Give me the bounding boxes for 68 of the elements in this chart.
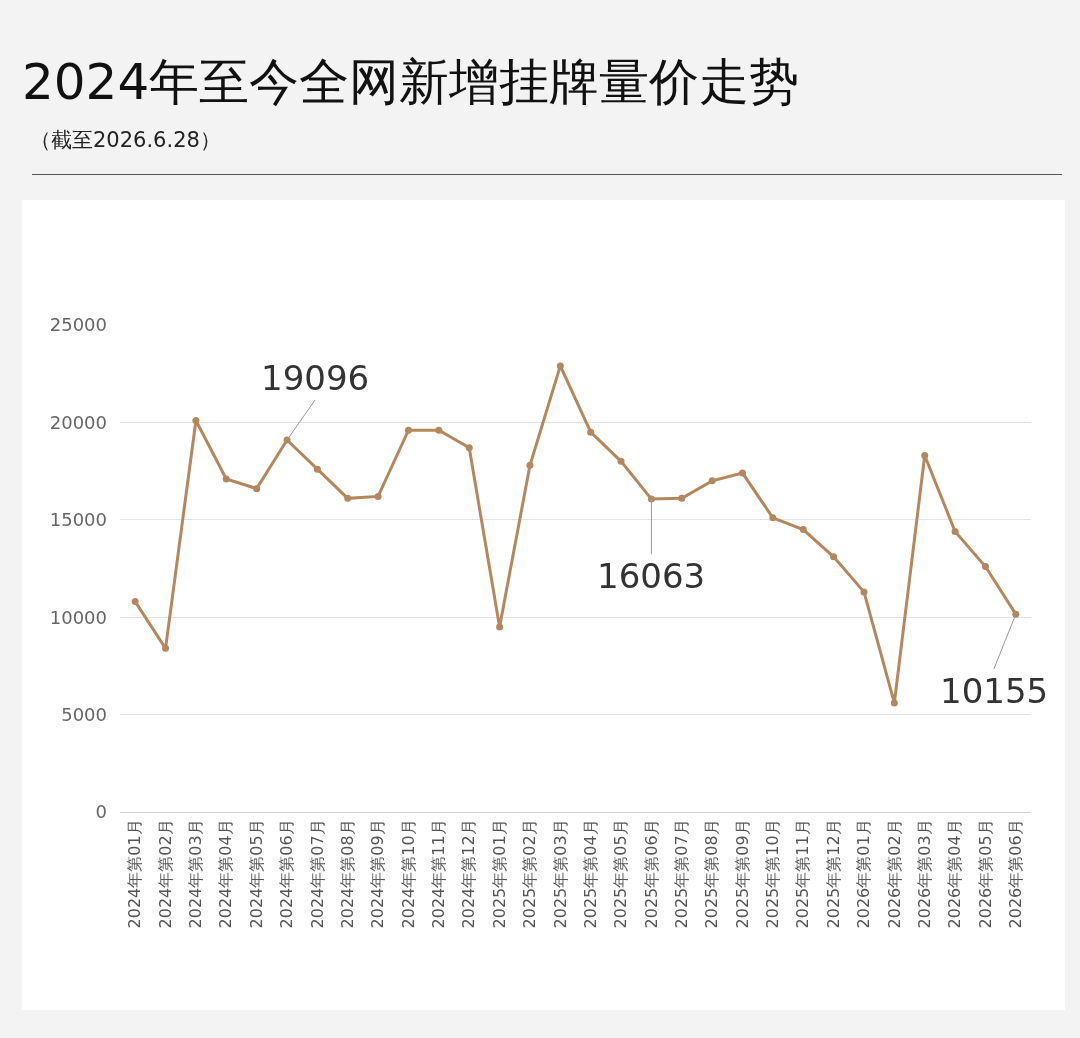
point [556,362,564,370]
point [981,563,989,571]
point [799,526,807,534]
chart-subtitle: （截至2026.6.28） [30,127,221,154]
point [313,465,321,473]
x-tick-label: 2025年第07月 [671,819,691,929]
x-tick-label: 2024年第04月 [216,819,236,929]
point [951,527,959,535]
x-tick-label: 2026年第04月 [945,819,965,929]
x-tick-label: 2024年第03月 [186,819,206,929]
point [344,494,352,502]
point [162,644,170,652]
point [435,426,443,434]
chart-title: 2024年至今全网新增挂牌量价走势 [22,52,800,112]
point [587,428,595,436]
y-tick-label: 10000 [49,606,107,628]
data-label: 10155 [940,671,1049,711]
x-tick-label: 2025年第10月 [763,819,783,929]
point [860,588,868,596]
y-tick-label: 25000 [49,314,107,336]
x-tick-label: 2024年第07月 [307,819,327,929]
x-tick-label: 2024年第01月 [125,819,145,929]
x-tick-label: 2024年第02月 [155,819,175,929]
x-tick-label: 2025年第12月 [823,819,843,929]
point [526,461,534,469]
x-tick-label: 2024年第08月 [337,819,357,929]
x-tick-label: 2024年第06月 [277,819,297,929]
point [769,514,777,522]
x-tick-label: 2024年第10月 [398,819,418,929]
x-tick-label: 2025年第11月 [793,819,813,929]
point [890,699,898,707]
point [404,426,412,434]
x-tick-label: 2025年第03月 [550,819,570,929]
point [830,553,838,561]
x-tick-label: 2025年第06月 [641,819,661,929]
x-tick-label: 2025年第08月 [702,819,722,929]
data-label: 16063 [597,556,706,596]
data-label: 19096 [261,358,370,398]
x-tick-label: 2026年第06月 [1006,819,1026,929]
point [192,416,200,424]
x-tick-label: 2025年第09月 [732,819,752,929]
y-tick-label: 15000 [49,509,107,531]
point [739,469,747,477]
point [222,475,230,483]
point [921,452,929,460]
point [496,623,504,631]
x-tick-label: 2025年第04月 [580,819,600,929]
point [708,477,716,485]
x-tick-label: 2025年第05月 [611,819,631,929]
y-tick-label: 20000 [49,411,107,433]
x-tick-label: 2024年第05月 [246,819,266,929]
point [617,457,625,465]
point [374,492,382,500]
x-tick-label: 2026年第02月 [884,819,904,929]
x-tick-label: 2024年第09月 [368,819,388,929]
point [253,485,261,493]
y-tick-label: 5000 [61,703,107,725]
x-tick-label: 2026年第05月 [975,819,995,929]
x-tick-label: 2026年第01月 [854,819,874,929]
point [465,444,473,452]
point [678,494,686,502]
point [131,598,139,606]
x-tick-label: 2025年第02月 [520,819,540,929]
y-tick-label: 0 [95,801,107,823]
x-tick-label: 2026年第03月 [914,819,934,929]
x-tick-label: 2024年第12月 [459,819,479,929]
x-tick-label: 2024年第11月 [429,819,449,929]
x-tick-label: 2025年第01月 [489,819,509,929]
